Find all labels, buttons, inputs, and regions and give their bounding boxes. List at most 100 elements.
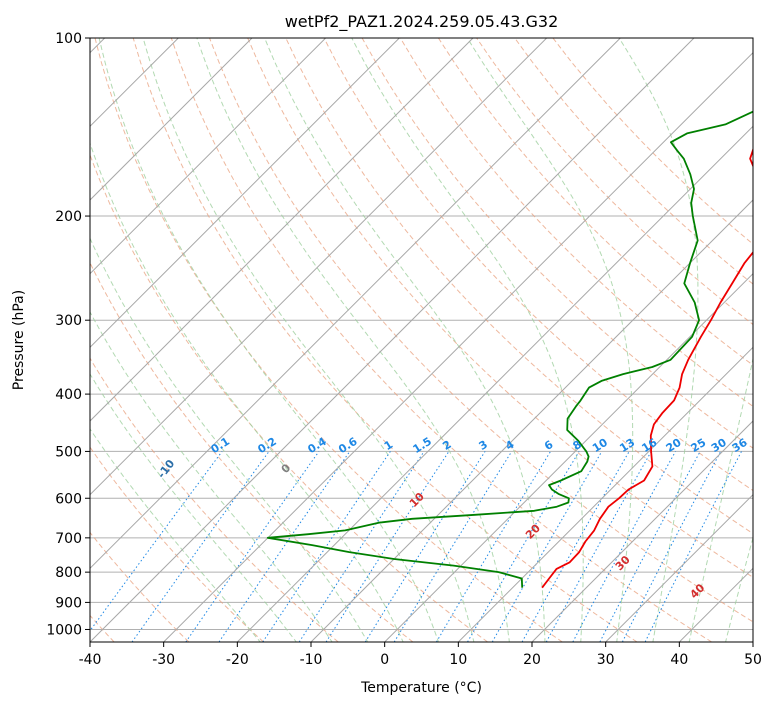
moist-adiabat-label: 10 xyxy=(407,490,427,510)
y-axis-ticks: 100 200 300 400 500 600 700 800 900 1000 xyxy=(46,31,90,638)
mixing-ratio-line xyxy=(435,451,552,642)
moist-adiabat xyxy=(90,237,369,642)
mixing-ratio-line xyxy=(644,451,742,642)
moist-adiabat xyxy=(618,38,699,642)
dry-adiabat xyxy=(552,38,753,245)
y-axis-label: Pressure (hPa) xyxy=(11,290,27,390)
moist-adiabat xyxy=(90,311,333,642)
mixing-ratio-line xyxy=(393,451,513,642)
mixing-ratio-label: 3 xyxy=(477,438,490,453)
moist-adiabat xyxy=(264,38,546,642)
dry-adiabat-label: -30 xyxy=(0,380,8,404)
moist-adiabat-label: 20 xyxy=(523,521,543,541)
dewpoint-line xyxy=(266,110,753,588)
mixing-ratio-label: 0.4 xyxy=(305,435,329,457)
y-tick-label: 400 xyxy=(55,387,82,403)
mixing-ratio-label: 25 xyxy=(688,436,708,455)
moist-adiabat xyxy=(688,356,753,642)
mixing-ratio-label: 30 xyxy=(709,436,729,455)
isotherm xyxy=(90,38,253,201)
isotherm xyxy=(531,420,753,642)
mixing-ratio-label: 2 xyxy=(440,438,453,453)
dry-adiabat xyxy=(437,38,753,366)
y-tick-label: 500 xyxy=(55,444,82,460)
moist-adiabat xyxy=(142,38,475,642)
y-tick-label: 200 xyxy=(55,209,82,225)
profile-lines xyxy=(266,110,753,589)
y-tick-label: 300 xyxy=(55,313,82,329)
dry-adiabat xyxy=(247,38,753,578)
chart-title: wetPf2_PAZ1.2024.259.05.43.G32 xyxy=(285,12,559,32)
x-tick-label: 30 xyxy=(597,652,615,668)
guide-line-labels: 0.10.20.40.611.52346810131620253036-100-… xyxy=(0,380,750,601)
mixing-ratio-label: 0.1 xyxy=(209,435,232,456)
mixing-ratio-label: 1.5 xyxy=(411,435,434,456)
x-tick-label: 20 xyxy=(523,652,541,668)
moist-adiabat xyxy=(196,38,510,642)
mixing-ratio-label: 6 xyxy=(542,438,556,453)
dry-adiabat xyxy=(94,38,563,642)
dry-adiabat xyxy=(399,38,753,408)
x-axis-label: Temperature (°C) xyxy=(360,680,482,696)
mixing-ratio-line xyxy=(599,451,701,642)
mixing-ratio-label: 16 xyxy=(640,436,660,455)
mixing-ratio-line xyxy=(325,451,450,642)
mixing-ratio-label: 13 xyxy=(617,436,637,455)
x-tick-label: -20 xyxy=(226,652,249,668)
isotherm xyxy=(384,272,753,642)
isotherm xyxy=(90,38,621,570)
isotherm xyxy=(605,493,753,642)
moist-adiabat xyxy=(725,535,753,642)
y-tick-label: 600 xyxy=(55,491,82,507)
isotherm xyxy=(678,567,753,642)
moist-adiabat-label: 30 xyxy=(613,553,633,573)
y-tick-label: 1000 xyxy=(46,622,82,638)
y-tick-label: 800 xyxy=(55,565,82,581)
mixing-ratio-line xyxy=(621,451,722,642)
isotherm xyxy=(457,346,753,642)
mixing-ratio-label: 0.6 xyxy=(336,435,360,457)
dry-adiabat xyxy=(323,38,753,492)
isotherm xyxy=(163,51,753,642)
plot-area: 0.10.20.40.611.52346810131620253036-100-… xyxy=(0,38,753,642)
dry-adiabat xyxy=(209,38,753,623)
pressure-gridlines xyxy=(90,38,753,630)
isotherm xyxy=(90,38,400,349)
x-tick-label: 40 xyxy=(670,652,688,668)
x-tick-label: 10 xyxy=(449,652,467,668)
dry-adiabats xyxy=(90,38,753,642)
isotherms xyxy=(90,38,753,642)
mixing-ratio-lines xyxy=(90,451,742,642)
dry-adiabat xyxy=(90,261,414,642)
dry-adiabat xyxy=(90,357,339,642)
dry-adiabat xyxy=(90,153,488,642)
isotherm xyxy=(90,38,548,496)
mixing-ratio-label: 20 xyxy=(664,436,684,455)
x-tick-label: -40 xyxy=(79,652,102,668)
mixing-ratio-label: 10 xyxy=(590,436,610,455)
mixing-ratio-line xyxy=(185,451,320,642)
x-axis-ticks: -40 -30 -20 -10 0 10 20 30 40 50 xyxy=(79,642,762,668)
y-tick-label: 900 xyxy=(55,595,82,611)
x-tick-label: -30 xyxy=(152,652,175,668)
moist-adiabat-label: 40 xyxy=(687,581,707,601)
isotherm xyxy=(90,38,695,642)
moist-adiabat xyxy=(98,38,440,642)
mixing-ratio-line xyxy=(572,451,676,642)
dry-adiabat xyxy=(514,38,753,285)
moist-adiabat-label: 0 xyxy=(279,461,294,476)
dry-adiabat xyxy=(132,38,638,642)
dry-adiabat xyxy=(361,38,753,449)
x-tick-label: 50 xyxy=(744,652,762,668)
isotherm xyxy=(90,38,327,275)
dry-adiabat xyxy=(90,531,190,642)
mixing-ratio-line xyxy=(545,451,652,642)
dry-adiabat-label: -20 xyxy=(68,421,91,445)
dry-adiabat xyxy=(90,446,264,642)
y-tick-label: 100 xyxy=(55,31,82,47)
y-tick-label: 700 xyxy=(55,531,82,547)
isotherm xyxy=(310,199,753,642)
isotherm xyxy=(236,125,753,642)
plot-frame xyxy=(89,37,754,643)
